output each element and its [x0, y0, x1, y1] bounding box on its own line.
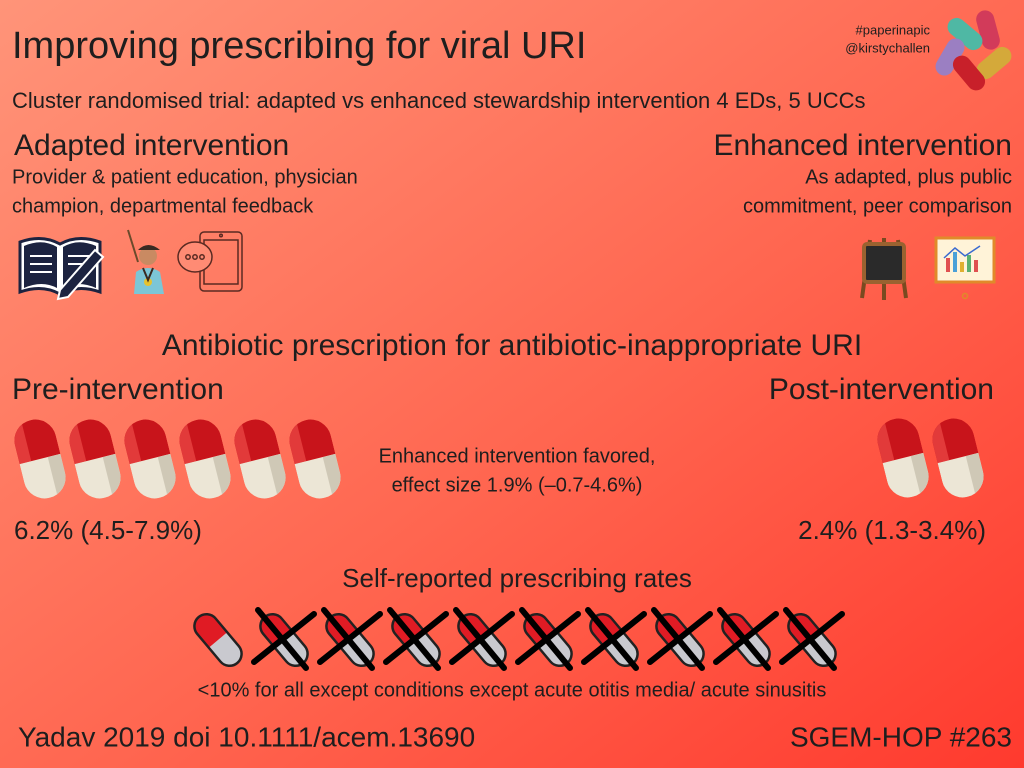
subtitle: Cluster randomised trial: adapted vs enh… — [12, 88, 866, 113]
enhanced-heading: Enhanced intervention — [713, 129, 1012, 162]
effect-line: effect size 1.9% (–0.7-4.6%) — [392, 474, 643, 496]
post-value: 2.4% (1.3-3.4%) — [798, 515, 986, 545]
footer-tag: SGEM-HOP #263 — [790, 721, 1012, 752]
adapted-line: Provider & patient education, physician — [12, 166, 358, 188]
enhanced-line: As adapted, plus public — [805, 166, 1012, 188]
cross-stroke — [383, 611, 449, 665]
enhanced-line: commitment, peer comparison — [743, 195, 1012, 217]
adapted-heading: Adapted intervention — [14, 129, 289, 162]
chart-board-icon — [934, 236, 996, 300]
adapted-line: champion, departmental feedback — [12, 195, 314, 217]
champion-icon — [127, 229, 164, 294]
book-icon — [18, 237, 105, 301]
effect-line: Enhanced intervention favored, — [379, 445, 656, 467]
cross-stroke — [515, 611, 581, 665]
small-pills — [190, 607, 845, 670]
cross-stroke — [251, 611, 317, 665]
cross-stroke — [317, 611, 383, 665]
feedback-icon — [177, 231, 243, 292]
cross-stroke — [713, 611, 779, 665]
handle: @kirstychallen — [845, 40, 930, 55]
hashtag: #paperinapic — [856, 22, 931, 37]
self-report-heading: Self-reported prescribing rates — [342, 563, 692, 593]
pre-value: 6.2% (4.5-7.9%) — [14, 515, 202, 545]
cross-stroke — [449, 611, 515, 665]
cross-stroke — [647, 611, 713, 665]
title: Improving prescribing for viral URI — [12, 25, 586, 67]
easel-icon — [860, 238, 908, 300]
citation: Yadav 2019 doi 10.1111/acem.13690 — [18, 721, 475, 752]
self-report-note: <10% for all except conditions except ac… — [198, 679, 827, 701]
pre-label: Pre-intervention — [12, 373, 224, 406]
post-label: Post-intervention — [769, 373, 994, 406]
logo — [935, 10, 1012, 91]
cross-stroke — [779, 611, 845, 665]
cross-stroke — [581, 611, 647, 665]
outcome-heading: Antibiotic prescription for antibiotic-i… — [162, 329, 862, 362]
